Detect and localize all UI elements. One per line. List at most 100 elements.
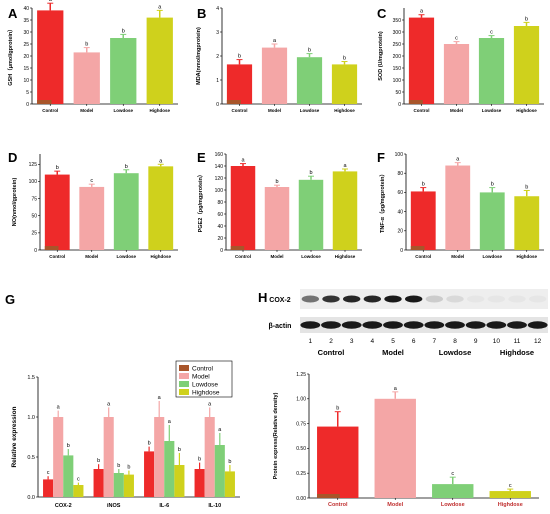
y-tick-label: 0.5 bbox=[27, 455, 35, 461]
bar-lowdose bbox=[298, 179, 324, 250]
bar-control-base bbox=[37, 100, 52, 104]
bar-highdose bbox=[123, 474, 134, 497]
bar-control-base bbox=[44, 246, 59, 250]
y-tick-label: 140 bbox=[215, 164, 224, 170]
significance-letter: c bbox=[90, 178, 93, 184]
x-tick-label: Model bbox=[451, 254, 464, 259]
x-tick-label: IL-6 bbox=[159, 503, 169, 509]
y-tick-label: 40 bbox=[397, 209, 403, 215]
significance-letter: a bbox=[49, 0, 53, 3]
bar-model bbox=[443, 44, 470, 104]
y-tick-label: 350 bbox=[393, 18, 402, 24]
y-tick-label: 20 bbox=[23, 54, 29, 60]
lane-number: 9 bbox=[474, 338, 478, 345]
y-axis-label: PGE2（pg/mgprotein） bbox=[196, 172, 204, 233]
y-tick-label: 20 bbox=[217, 236, 223, 242]
lane-number: 3 bbox=[350, 338, 354, 345]
x-tick-label: Highdose bbox=[516, 108, 537, 113]
significance-letter: a bbox=[343, 163, 347, 169]
significance-letter: a bbox=[273, 38, 277, 44]
x-tick-label: Model bbox=[85, 254, 98, 259]
legend-swatch-control bbox=[179, 365, 189, 371]
lane-number: 11 bbox=[514, 338, 521, 345]
chart-d: 0 25 50 75 100 125 NO(nmol/gprotein) b Control c M… bbox=[12, 154, 178, 259]
chart-c: 0 50 100 150 200 250 300 350 SOD (U/mgprotein) a C… bbox=[378, 8, 544, 113]
x-tick-label: Lowdose bbox=[301, 254, 321, 259]
group-label-highdose: Highdose bbox=[500, 348, 534, 357]
cox2-band bbox=[342, 295, 361, 303]
bar-highdose bbox=[146, 17, 173, 105]
y-tick-label: 1.0 bbox=[27, 415, 35, 421]
x-tick-label: Highdose bbox=[516, 254, 537, 259]
bar-model bbox=[154, 417, 165, 497]
x-tick-label: Highdose bbox=[334, 108, 355, 113]
y-tick-label: 3 bbox=[216, 30, 219, 36]
bar-lowdose bbox=[214, 445, 225, 497]
lane-number: 10 bbox=[493, 338, 501, 345]
x-tick-label: Control bbox=[415, 254, 431, 259]
band-label-actin: β-actin bbox=[269, 323, 292, 330]
x-tick-label: IL-10 bbox=[208, 503, 221, 509]
bar-lowdose bbox=[479, 192, 505, 250]
significance-letter: b bbox=[422, 182, 425, 188]
y-tick-label: 5 bbox=[26, 90, 29, 96]
significance-letter: b bbox=[308, 48, 311, 54]
cox2-strip bbox=[300, 289, 548, 309]
significance-letter: b bbox=[198, 457, 201, 463]
panel-label-b: B bbox=[197, 6, 207, 21]
legend-label-lowdose: Lowdose bbox=[192, 382, 218, 389]
bar-control bbox=[37, 10, 64, 104]
legend-label-model: Model bbox=[192, 374, 210, 381]
y-axis-label: SOD (U/mgprotein) bbox=[378, 31, 384, 81]
x-tick-label: Control bbox=[328, 502, 348, 508]
band-label-cox2: COX-2 bbox=[269, 297, 291, 304]
y-tick-label: 0 bbox=[34, 248, 37, 254]
lane-number: 2 bbox=[329, 338, 333, 345]
significance-letter: a bbox=[420, 9, 424, 15]
lane-number: 1 bbox=[309, 338, 313, 345]
actin-band bbox=[445, 321, 465, 329]
x-tick-label: Lowdose bbox=[300, 108, 320, 113]
cox2-band bbox=[301, 295, 320, 303]
bar-highdose bbox=[331, 64, 358, 104]
bar-control bbox=[408, 17, 435, 105]
significance-letter: a bbox=[168, 419, 172, 425]
significance-letter: b bbox=[228, 459, 231, 465]
significance-letter: b bbox=[122, 28, 125, 34]
chart-a: 0 5 10 15 20 25 30 35 40 GSH（μmol/gprotein） a Contr… bbox=[6, 0, 178, 113]
actin-band bbox=[341, 321, 362, 329]
bar-model bbox=[79, 186, 105, 250]
actin-band bbox=[300, 321, 321, 329]
bar-model bbox=[264, 187, 290, 250]
panel-label-f: F bbox=[377, 150, 385, 165]
significance-letter: a bbox=[218, 427, 222, 433]
y-tick-label: 1.25 bbox=[296, 372, 306, 378]
bar-lowdose bbox=[164, 441, 175, 497]
bar-highdose bbox=[514, 196, 540, 250]
x-tick-label: Highdose bbox=[149, 108, 170, 113]
bar-model bbox=[374, 398, 416, 498]
y-tick-label: 25 bbox=[23, 42, 29, 48]
y-tick-label: 100 bbox=[29, 179, 38, 185]
actin-band bbox=[507, 321, 527, 329]
bar-control-base bbox=[226, 100, 241, 104]
lane-number: 8 bbox=[453, 338, 457, 345]
bar-control bbox=[44, 174, 70, 250]
y-tick-label: 300 bbox=[393, 30, 402, 36]
bar-highdose bbox=[332, 171, 358, 250]
y-tick-label: 40 bbox=[23, 6, 29, 12]
y-axis-label: GSH（μmol/gprotein） bbox=[6, 26, 14, 86]
bar-model bbox=[261, 47, 288, 104]
chart-f: 0 20 40 60 80 100 TNF-α（pg/mgprotein） b Control a… bbox=[378, 152, 544, 259]
x-tick-label: Model bbox=[80, 108, 93, 113]
cox2-band bbox=[384, 295, 402, 303]
y-tick-label: 0.0 bbox=[27, 495, 35, 501]
y-tick-label: 75 bbox=[31, 196, 37, 202]
actin-band bbox=[424, 321, 445, 329]
lane-number: 5 bbox=[391, 338, 395, 345]
y-tick-label: 150 bbox=[393, 66, 402, 72]
y-tick-label: 0 bbox=[400, 248, 403, 254]
significance-letter: b bbox=[56, 165, 59, 171]
actin-band bbox=[321, 321, 341, 329]
